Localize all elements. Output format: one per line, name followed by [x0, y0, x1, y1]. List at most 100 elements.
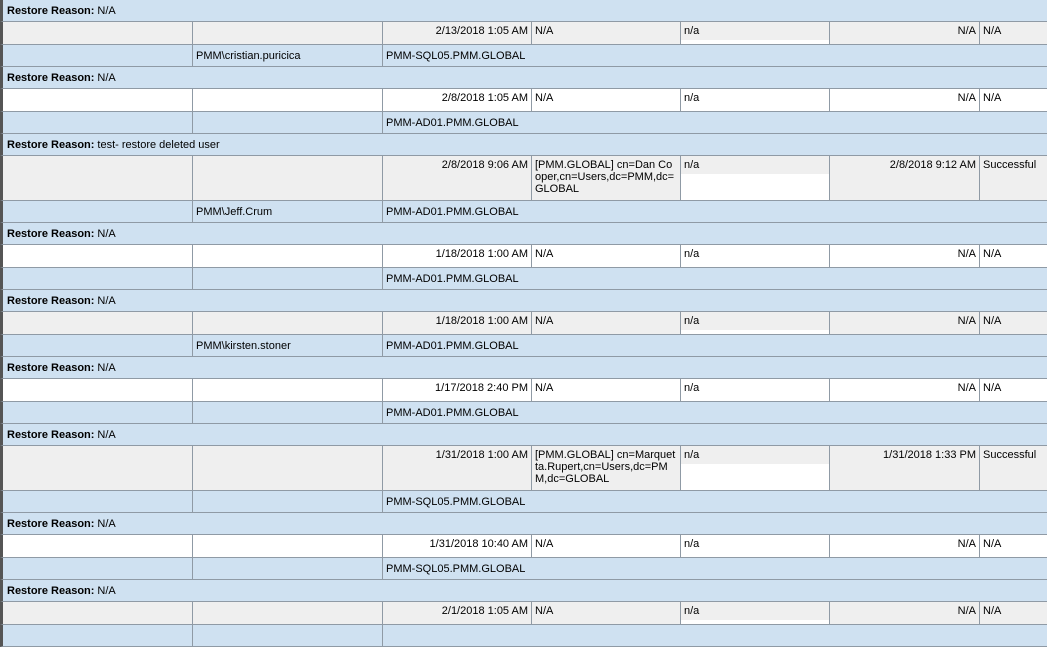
status-cell: N/A	[983, 248, 1002, 260]
restore-reason-label: Restore Reason:	[7, 294, 95, 307]
status-cell: Successful	[983, 449, 1037, 461]
host-cell: PMM-AD01.PMM.GLOBAL	[386, 273, 519, 285]
host-row: PMM\cristian.puricica PMM-SQL05.PMM.GLOBA…	[0, 45, 1047, 67]
host-cell: PMM-AD01.PMM.GLOBAL	[386, 407, 519, 419]
empty-cell	[193, 245, 383, 267]
host-cell	[383, 625, 1047, 646]
backup-date-cell: 1/31/2018 10:40 AM	[383, 535, 532, 557]
completed-date-cell: N/A	[830, 89, 980, 111]
status-cell: N/A	[983, 25, 1002, 37]
empty-cell	[3, 402, 193, 423]
details-value: n/a	[684, 248, 700, 260]
restored-object-cell: N/A	[532, 379, 681, 401]
host-row: PMM-AD01.PMM.GLOBAL	[0, 402, 1047, 424]
restored-object-cell: [PMM.GLOBAL] cn=Marquetta.Rupert,cn=User…	[532, 446, 681, 490]
details-cell: n/a	[681, 89, 830, 111]
empty-cell	[3, 335, 193, 356]
host-cell: PMM-AD01.PMM.GLOBAL	[386, 117, 519, 129]
table-row[interactable]: 1/31/2018 10:40 AM N/A n/a N/A N/A	[0, 535, 1047, 558]
user-cell	[193, 558, 383, 579]
host-row: PMM\Jeff.Crum PMM-AD01.PMM.GLOBAL	[0, 201, 1047, 223]
table-row[interactable]: 2/1/2018 1:05 AM N/A n/a N/A N/A	[0, 602, 1047, 625]
details-cell: n/a	[681, 379, 830, 401]
restore-reason-row: Restore Reason: N/A	[0, 513, 1047, 535]
backup-date-cell: 1/18/2018 1:00 AM	[383, 245, 532, 267]
restore-reason-value: test- restore deleted user	[97, 138, 220, 151]
status-cell: N/A	[983, 382, 1002, 394]
table-row[interactable]: 2/8/2018 1:05 AM N/A n/a N/A N/A	[0, 89, 1047, 112]
table-row[interactable]: 1/17/2018 2:40 PM N/A n/a N/A N/A	[0, 379, 1047, 402]
details-value: n/a	[684, 538, 700, 550]
host-cell: PMM-SQL05.PMM.GLOBAL	[386, 50, 526, 62]
host-row	[0, 625, 1047, 647]
details-value: n/a	[684, 382, 700, 394]
restore-reason-row: Restore Reason: N/A	[0, 0, 1047, 22]
details-value: n/a	[684, 159, 700, 171]
details-value: n/a	[684, 605, 700, 617]
restored-object-cell: N/A	[532, 535, 681, 557]
host-row: PMM-AD01.PMM.GLOBAL	[0, 112, 1047, 134]
empty-cell	[193, 312, 383, 334]
table-row[interactable]: 2/8/2018 9:06 AM [PMM.GLOBAL] cn=Dan Coop…	[0, 156, 1047, 201]
restore-reason-value: N/A	[97, 428, 116, 441]
restore-reason-value: N/A	[97, 71, 116, 84]
backup-date-cell: 2/1/2018 1:05 AM	[383, 602, 532, 624]
restore-reason-label: Restore Reason:	[7, 361, 95, 374]
empty-cell	[3, 379, 193, 401]
completed-date-cell: N/A	[830, 22, 980, 44]
table-row[interactable]: 1/18/2018 1:00 AM N/A n/a N/A N/A	[0, 245, 1047, 268]
restored-object-cell: N/A	[532, 245, 681, 267]
user-cell	[193, 625, 383, 646]
table-row[interactable]: 1/31/2018 1:00 AM [PMM.GLOBAL] cn=Marquet…	[0, 446, 1047, 491]
restore-reason-row: Restore Reason: N/A	[0, 580, 1047, 602]
completed-date-cell: N/A	[830, 535, 980, 557]
restore-reason-label: Restore Reason:	[7, 4, 95, 17]
details-cell: n/a	[681, 245, 830, 267]
status-cell: N/A	[983, 315, 1002, 327]
empty-cell	[3, 446, 193, 490]
completed-date-cell: N/A	[830, 602, 980, 624]
empty-cell	[3, 312, 193, 334]
user-cell: PMM\Jeff.Crum	[193, 201, 383, 222]
details-cell: n/a	[681, 446, 830, 490]
empty-cell	[193, 602, 383, 624]
restore-reason-value: N/A	[97, 361, 116, 374]
restore-reason-label: Restore Reason:	[7, 517, 95, 530]
restore-reason-row: Restore Reason: N/A	[0, 67, 1047, 89]
user-cell	[193, 112, 383, 133]
restore-reason-row: Restore Reason: test- restore deleted use…	[0, 134, 1047, 156]
restore-reason-row: Restore Reason: N/A	[0, 223, 1047, 245]
empty-cell	[3, 22, 193, 44]
table-row[interactable]: 2/13/2018 1:05 AM N/A n/a N/A N/A	[0, 22, 1047, 45]
completed-date-cell: N/A	[830, 245, 980, 267]
status-cell: N/A	[983, 605, 1002, 617]
restore-reason-label: Restore Reason:	[7, 584, 95, 597]
table-row[interactable]: 1/18/2018 1:00 AM N/A n/a N/A N/A	[0, 312, 1047, 335]
empty-cell	[3, 201, 193, 222]
empty-cell	[193, 379, 383, 401]
empty-cell	[3, 89, 193, 111]
user-cell	[193, 491, 383, 512]
restored-object-cell: N/A	[532, 22, 681, 44]
host-cell: PMM-AD01.PMM.GLOBAL	[386, 206, 519, 218]
host-row: PMM-AD01.PMM.GLOBAL	[0, 268, 1047, 290]
backup-date-cell: 2/8/2018 1:05 AM	[383, 89, 532, 111]
status-cell: N/A	[983, 538, 1002, 550]
user-cell	[193, 268, 383, 289]
completed-date-cell: 1/31/2018 1:33 PM	[830, 446, 980, 490]
empty-cell	[3, 491, 193, 512]
empty-cell	[3, 625, 193, 646]
completed-date-cell: N/A	[830, 312, 980, 334]
restore-reason-value: N/A	[97, 227, 116, 240]
restored-object-cell: N/A	[532, 89, 681, 111]
backup-date-cell: 1/31/2018 1:00 AM	[383, 446, 532, 490]
details-value: n/a	[684, 315, 700, 327]
host-row: PMM-SQL05.PMM.GLOBAL	[0, 558, 1047, 580]
backup-date-cell: 2/8/2018 9:06 AM	[383, 156, 532, 200]
restore-reason-value: N/A	[97, 294, 116, 307]
details-value: n/a	[684, 25, 700, 37]
user-cell: PMM\kirsten.stoner	[193, 335, 383, 356]
restore-reason-value: N/A	[97, 4, 116, 17]
restored-object-cell: N/A	[532, 602, 681, 624]
status-cell: Successful	[983, 159, 1037, 171]
